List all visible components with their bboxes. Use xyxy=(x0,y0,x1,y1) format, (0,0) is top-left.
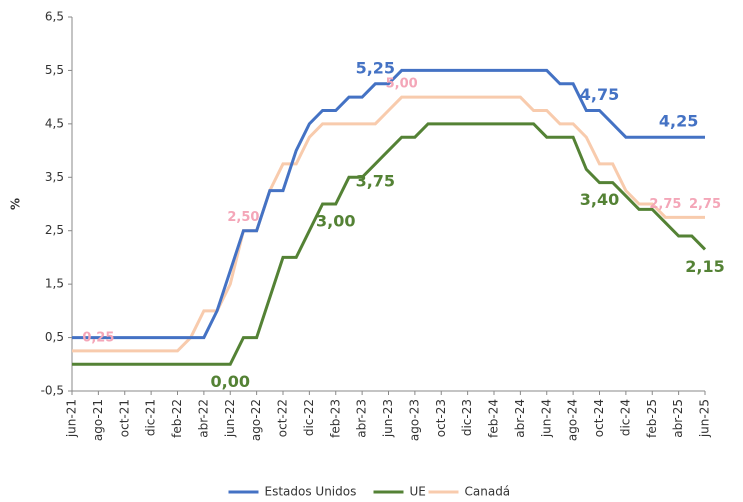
y-tick-label: 1,5 xyxy=(45,277,64,291)
data-label: 2,50 xyxy=(227,210,259,225)
legend-label: Canadá xyxy=(465,485,511,499)
x-tick-label: jun-22 xyxy=(223,399,237,438)
x-tick-label: jun-21 xyxy=(65,399,79,438)
data-label: 0,00 xyxy=(211,372,250,391)
data-label: 0,25 xyxy=(82,330,114,345)
y-tick-label: 6,5 xyxy=(45,10,64,24)
x-tick-label: feb-22 xyxy=(170,399,184,438)
data-label: 2,75 xyxy=(649,197,681,212)
x-tick-label: abr-24 xyxy=(513,399,527,438)
legend-label: UE xyxy=(410,485,426,499)
data-label: 4,75 xyxy=(580,85,619,104)
x-tick-label: jun-24 xyxy=(539,399,553,438)
data-label: 2,75 xyxy=(689,197,721,212)
series-line xyxy=(72,68,705,340)
y-tick-label: -0,5 xyxy=(41,384,64,398)
data-label: 4,25 xyxy=(659,112,698,131)
data-label: 5,25 xyxy=(356,58,395,77)
x-tick-label: oct-21 xyxy=(117,399,131,437)
x-tick-label: oct-23 xyxy=(434,399,448,437)
data-label: 3,00 xyxy=(316,212,355,231)
x-tick-label: dic-21 xyxy=(144,399,158,436)
x-tick-label: ago-22 xyxy=(249,399,263,441)
x-tick-label: oct-22 xyxy=(276,399,290,437)
data-label: 5,00 xyxy=(386,77,418,92)
x-tick-label: dic-24 xyxy=(618,399,632,436)
legend-label: Estados Unidos xyxy=(265,485,357,499)
series-line xyxy=(72,95,705,353)
x-tick-label: feb-24 xyxy=(487,399,501,438)
x-tick-label: dic-22 xyxy=(302,399,316,436)
x-tick-label: oct-24 xyxy=(592,399,606,437)
x-tick-label: ago-23 xyxy=(407,399,421,441)
x-tick-label: dic-23 xyxy=(460,399,474,436)
data-label: 3,40 xyxy=(580,190,619,209)
x-tick-label: abr-22 xyxy=(196,399,210,438)
x-tick-label: jun-25 xyxy=(698,399,712,438)
x-tick-label: feb-23 xyxy=(328,399,342,438)
x-tick-label: feb-25 xyxy=(645,399,659,438)
x-tick-label: ago-24 xyxy=(566,399,580,441)
data-label: 2,15 xyxy=(685,257,724,276)
y-tick-label: 3,5 xyxy=(45,170,64,184)
y-tick-label: 4,5 xyxy=(45,116,64,130)
y-tick-label: 0,5 xyxy=(45,330,64,344)
series-line xyxy=(72,122,707,366)
x-tick-label: ago-21 xyxy=(91,399,105,441)
x-tick-label: abr-25 xyxy=(671,399,685,438)
x-tick-label: jun-23 xyxy=(381,399,395,438)
y-tick-label: 5,5 xyxy=(45,63,64,77)
y-axis-label: % xyxy=(9,198,23,210)
y-tick-label: 2,5 xyxy=(45,223,64,237)
x-tick-label: abr-23 xyxy=(355,399,369,438)
data-label: 3,75 xyxy=(356,171,395,190)
